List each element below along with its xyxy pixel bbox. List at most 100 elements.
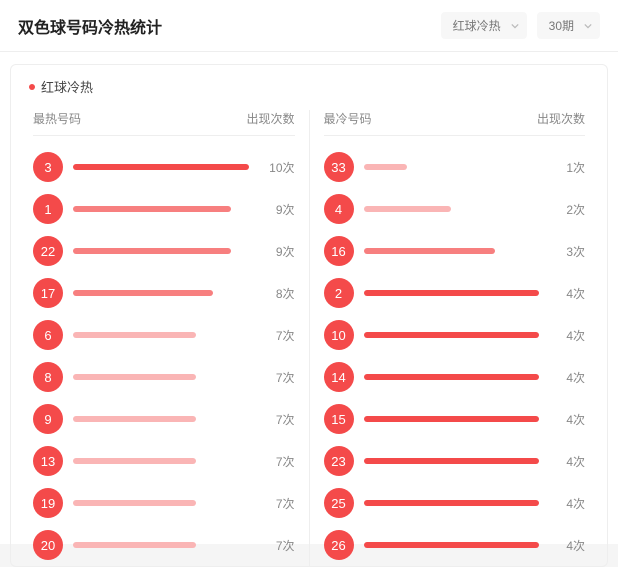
count-label: 4次 [549,495,585,512]
list-item: 8 7次 [33,356,295,398]
bar-track [73,374,249,380]
count-label: 4次 [549,327,585,344]
select-period[interactable]: 30期 [537,12,600,39]
bar-fill [364,164,408,170]
bar-track [73,542,249,548]
header: 双色球号码冷热统计 红球冷热 30期 [0,0,618,52]
count-label: 4次 [549,285,585,302]
list-item: 3 10次 [33,146,295,188]
card: 红球冷热 最热号码 出现次数 310次19次229次178次67次87次97次1… [10,64,608,567]
list-item: 16 3次 [324,230,586,272]
list-item: 26 4次 [324,524,586,566]
hot-header-right: 出现次数 [246,110,294,127]
bar-track [73,248,249,254]
bar-track [73,458,249,464]
bar-track [73,332,249,338]
count-label: 7次 [259,327,295,344]
count-label: 10次 [259,159,295,176]
card-title: 红球冷热 [41,77,93,96]
count-label: 4次 [549,369,585,386]
bar-fill [364,206,452,212]
chevron-down-icon [584,22,592,30]
count-label: 3次 [549,243,585,260]
list-item: 14 4次 [324,356,586,398]
bar-track [364,500,540,506]
count-label: 4次 [549,537,585,554]
list-item: 19 7次 [33,482,295,524]
hot-column-header: 最热号码 出现次数 [33,110,295,136]
bar-fill [364,500,540,506]
bar-track [364,458,540,464]
number-ball: 10 [324,320,354,350]
cold-column-header: 最冷号码 出现次数 [324,110,586,136]
select-period-label: 30期 [549,17,574,34]
bar-fill [73,374,196,380]
number-ball: 14 [324,362,354,392]
number-ball: 9 [33,404,63,434]
number-ball: 3 [33,152,63,182]
count-label: 7次 [259,369,295,386]
count-label: 7次 [259,537,295,554]
number-ball: 1 [33,194,63,224]
list-item: 10 4次 [324,314,586,356]
number-ball: 22 [33,236,63,266]
dot-icon [29,84,35,90]
page-title: 双色球号码冷热统计 [18,14,162,38]
count-label: 1次 [549,159,585,176]
number-ball: 19 [33,488,63,518]
bar-fill [73,416,196,422]
list-item: 24次 [324,272,586,314]
cold-column: 最冷号码 出现次数 331次42次163次24次104次144次154次234次… [310,110,590,566]
count-label: 9次 [259,243,295,260]
bar-fill [73,542,196,548]
number-ball: 13 [33,446,63,476]
list-item: 234次 [324,440,586,482]
bar-track [364,416,540,422]
bar-track [364,290,540,296]
bar-fill [73,164,249,170]
count-label: 7次 [259,495,295,512]
count-label: 2次 [549,201,585,218]
list-item: 331次 [324,146,586,188]
bar-track [364,248,540,254]
list-item: 25 4次 [324,482,586,524]
list-item: 178次 [33,272,295,314]
bar-fill [73,332,196,338]
list-item: 15 4次 [324,398,586,440]
bar-fill [364,416,540,422]
number-ball: 16 [324,236,354,266]
select-ball-type[interactable]: 红球冷热 [441,12,527,39]
selectors: 红球冷热 30期 [441,12,600,39]
card-title-row: 红球冷热 [29,77,589,96]
bar-fill [364,248,496,254]
number-ball: 8 [33,362,63,392]
count-label: 8次 [259,285,295,302]
count-label: 4次 [549,411,585,428]
list-item: 207次 [33,524,295,566]
bar-track [364,332,540,338]
bar-track [364,206,540,212]
number-ball: 26 [324,530,354,560]
bar-track [73,500,249,506]
cold-header-right: 出现次数 [537,110,585,127]
bar-track [73,164,249,170]
number-ball: 25 [324,488,354,518]
number-ball: 4 [324,194,354,224]
list-item: 67次 [33,314,295,356]
bar-track [73,416,249,422]
bar-fill [364,290,540,296]
count-label: 7次 [259,411,295,428]
cold-header-left: 最冷号码 [324,110,372,127]
bar-fill [364,374,540,380]
bar-track [364,374,540,380]
columns: 最热号码 出现次数 310次19次229次178次67次87次97次137次19… [29,110,589,566]
number-ball: 23 [324,446,354,476]
list-item: 19次 [33,188,295,230]
bar-fill [364,458,540,464]
hot-column: 最热号码 出现次数 310次19次229次178次67次87次97次137次19… [29,110,310,566]
bar-track [364,164,540,170]
number-ball: 15 [324,404,354,434]
bar-track [364,542,540,548]
bar-fill [73,248,231,254]
list-item: 137次 [33,440,295,482]
